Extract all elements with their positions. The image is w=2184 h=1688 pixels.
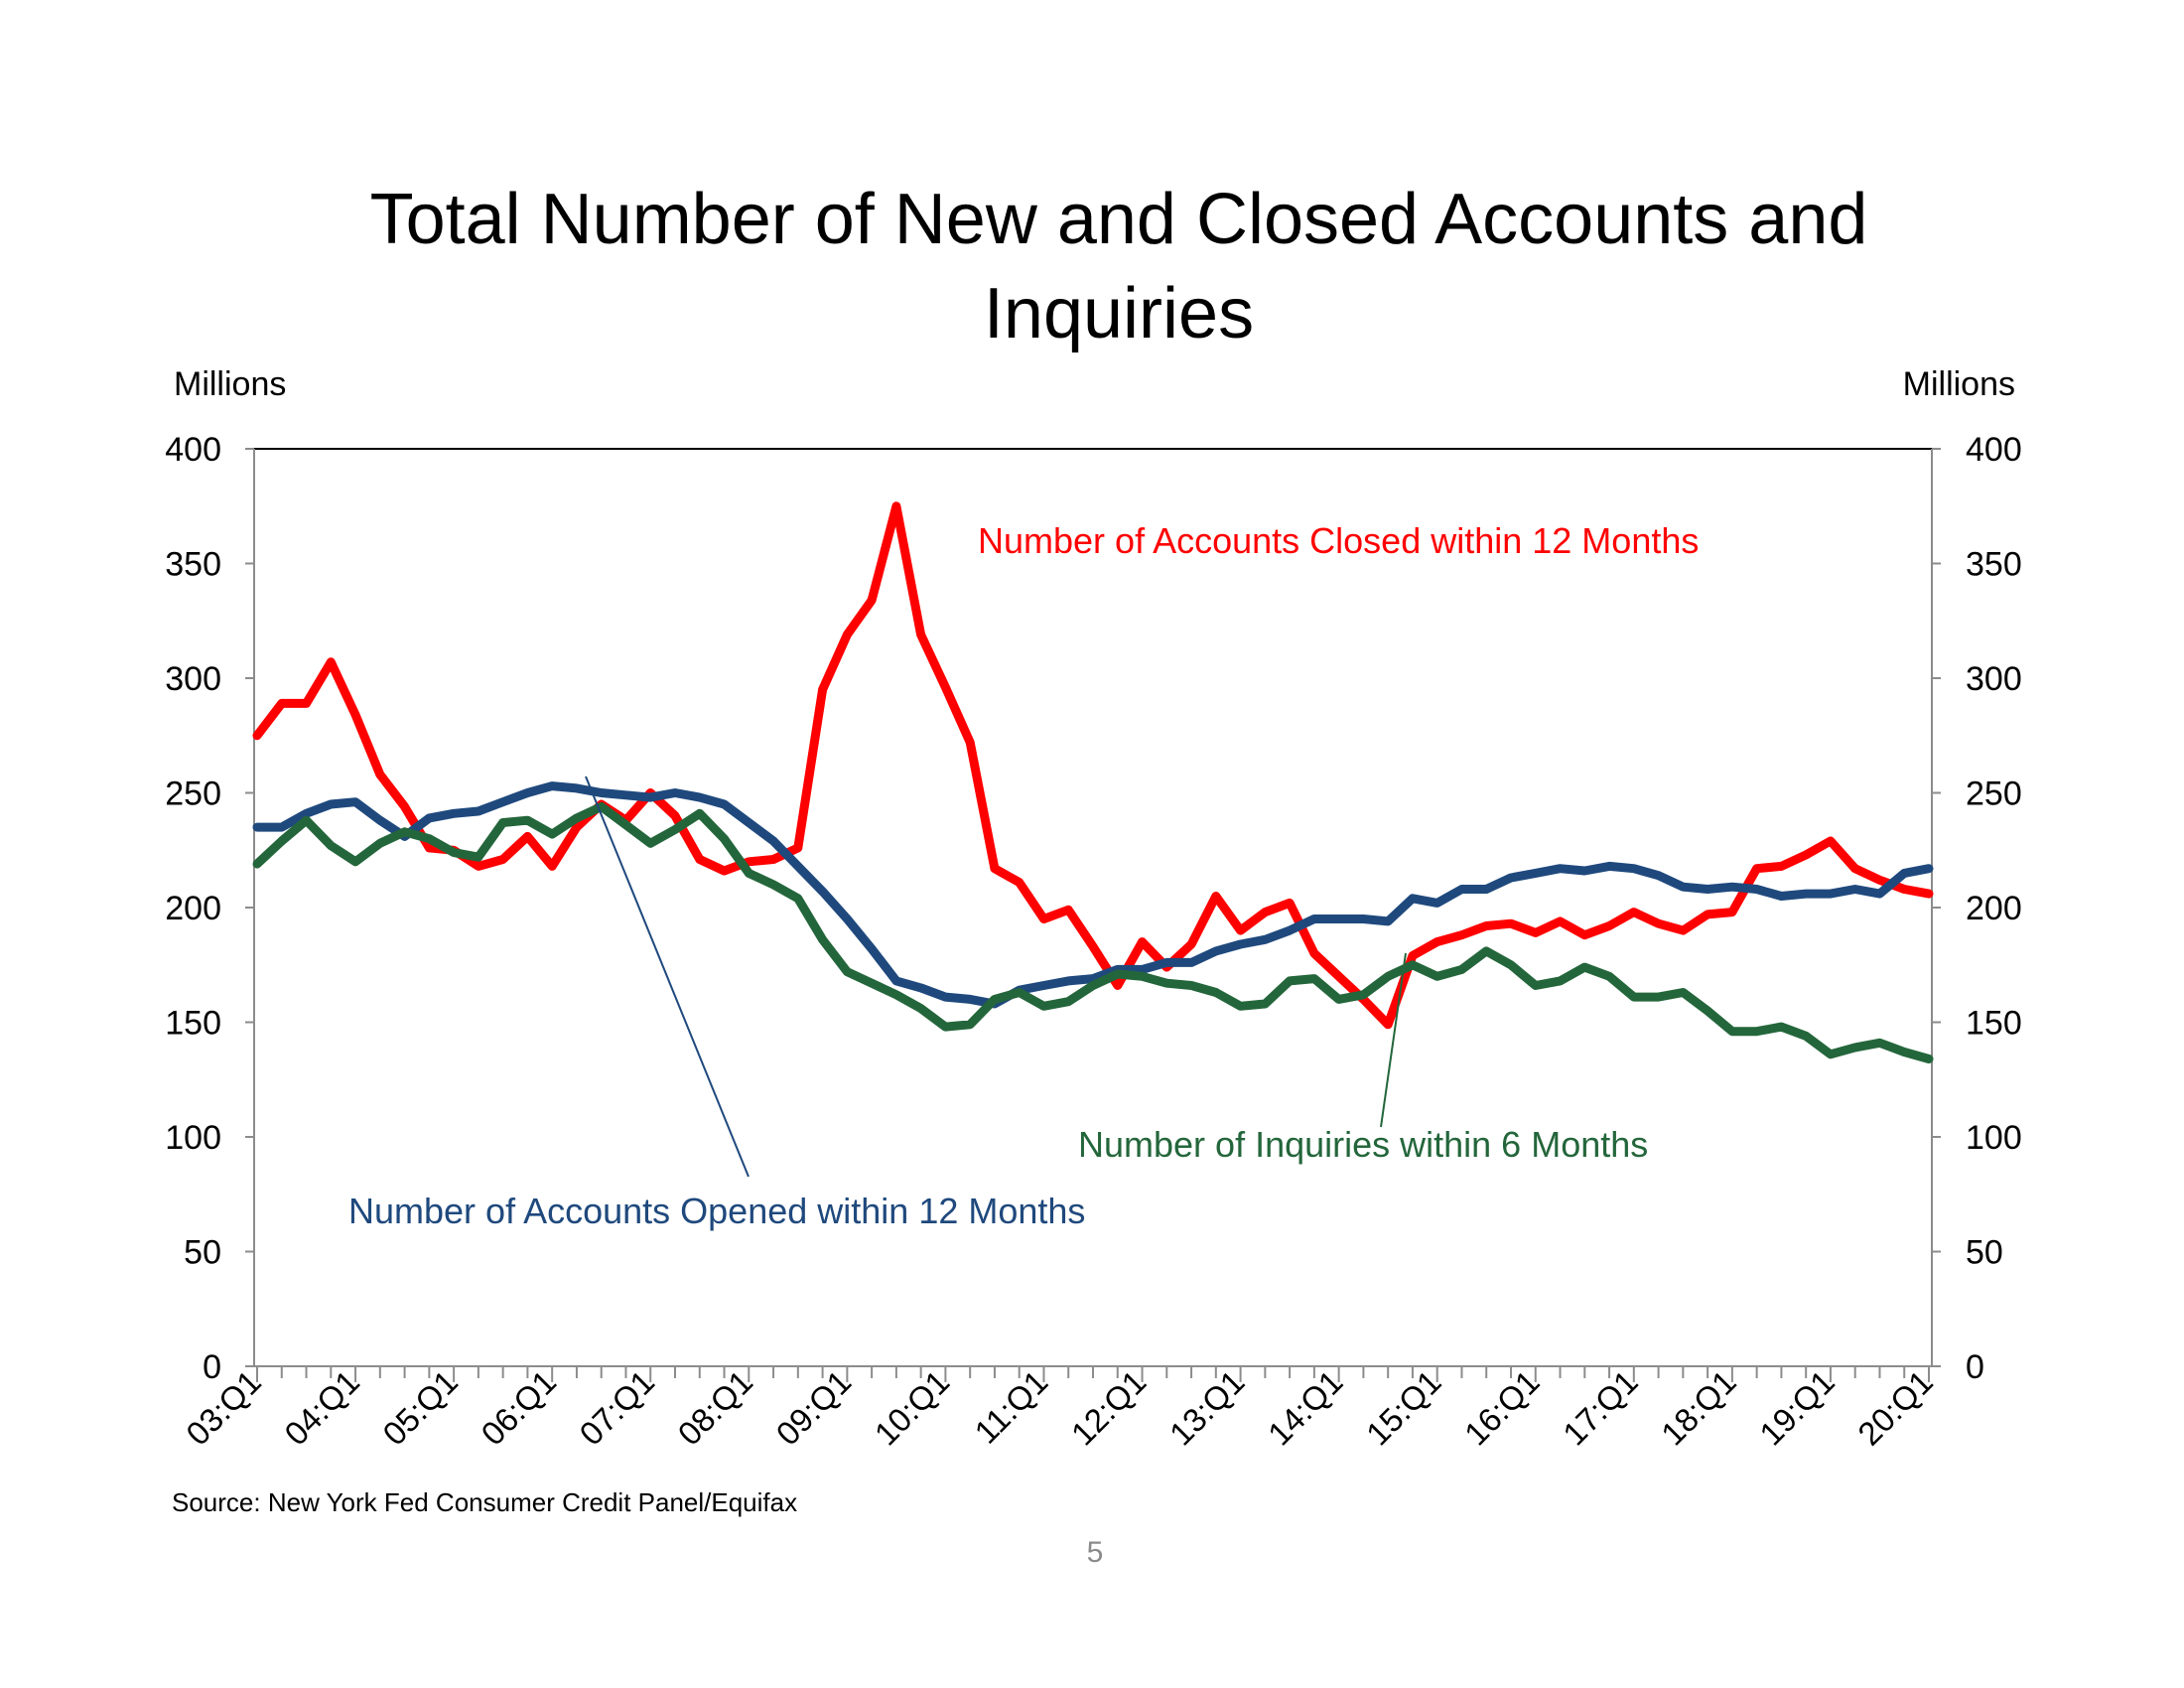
y-tick-label-right: 200: [1966, 890, 2022, 927]
series-line-2: [252, 781, 1934, 1009]
page-number: 5: [1087, 1536, 1104, 1569]
y-tick-label-right: 350: [1966, 546, 2022, 584]
chart-title-line-1: Total Number of New and Closed Accounts …: [370, 180, 1868, 259]
x-tick-label: 20:Q1: [1850, 1363, 1940, 1453]
y-tick-label-right: 400: [1966, 431, 2022, 469]
x-tick-label: 05:Q1: [375, 1363, 465, 1453]
leader-line-opened: [585, 775, 750, 1178]
x-tick-label: 06:Q1: [474, 1363, 563, 1453]
chart-title-line-2: Inquiries: [984, 274, 1254, 353]
x-tick-label: 07:Q1: [572, 1363, 661, 1453]
y-axis-right-unit: Millions: [1903, 365, 2015, 403]
series-line-1: [252, 501, 1934, 1030]
x-tick-label: 16:Q1: [1457, 1363, 1547, 1453]
y-tick-label-right: 100: [1966, 1119, 2022, 1157]
y-tick-label-left: 300: [165, 660, 221, 698]
x-tick-label: 13:Q1: [1162, 1363, 1252, 1453]
x-tick-label: 10:Q1: [868, 1363, 957, 1453]
x-tick-label: 08:Q1: [671, 1363, 760, 1453]
series-line-3: [252, 801, 1934, 1063]
y-tick-label-right: 150: [1966, 1005, 2022, 1043]
source-note: Source: New York Fed Consumer Credit Pan…: [172, 1487, 797, 1517]
x-tick-label: 17:Q1: [1556, 1363, 1645, 1453]
annotation-label-1: Number of Accounts Closed within 12 Mont…: [978, 520, 1699, 561]
x-tick-label: 14:Q1: [1261, 1363, 1350, 1453]
y-tick-label-left: 350: [165, 546, 221, 584]
x-tick-label: 09:Q1: [769, 1363, 859, 1453]
annotation-label-3: Number of Inquiries within 6 Months: [1078, 1124, 1648, 1165]
y-tick-label-left: 250: [165, 775, 221, 813]
x-tick-label: 18:Q1: [1654, 1363, 1743, 1453]
x-tick-label: 15:Q1: [1359, 1363, 1448, 1453]
annotation-label-2: Number of Accounts Opened within 12 Mont…: [348, 1191, 1085, 1231]
x-tick-label: 19:Q1: [1752, 1363, 1842, 1453]
y-axis-left-unit: Millions: [174, 365, 286, 403]
y-tick-label-left: 200: [165, 890, 221, 927]
x-tick-label: 03:Q1: [179, 1363, 268, 1453]
leader-line-inquiries: [1380, 952, 1407, 1128]
x-tick-label: 04:Q1: [277, 1363, 366, 1453]
x-tick-label: 12:Q1: [1064, 1363, 1154, 1453]
x-tick-label: 11:Q1: [967, 1363, 1054, 1451]
y-tick-label-right: 300: [1966, 660, 2022, 698]
y-tick-label-left: 150: [165, 1005, 221, 1043]
y-tick-label-left: 400: [165, 431, 221, 469]
y-tick-label-right: 250: [1966, 775, 2022, 813]
y-tick-label-right: 0: [1966, 1348, 1984, 1386]
y-tick-label-left: 100: [165, 1119, 221, 1157]
y-tick-label-left: 0: [203, 1348, 221, 1386]
y-tick-label-left: 50: [184, 1234, 221, 1272]
y-tick-label-right: 50: [1966, 1234, 2003, 1272]
